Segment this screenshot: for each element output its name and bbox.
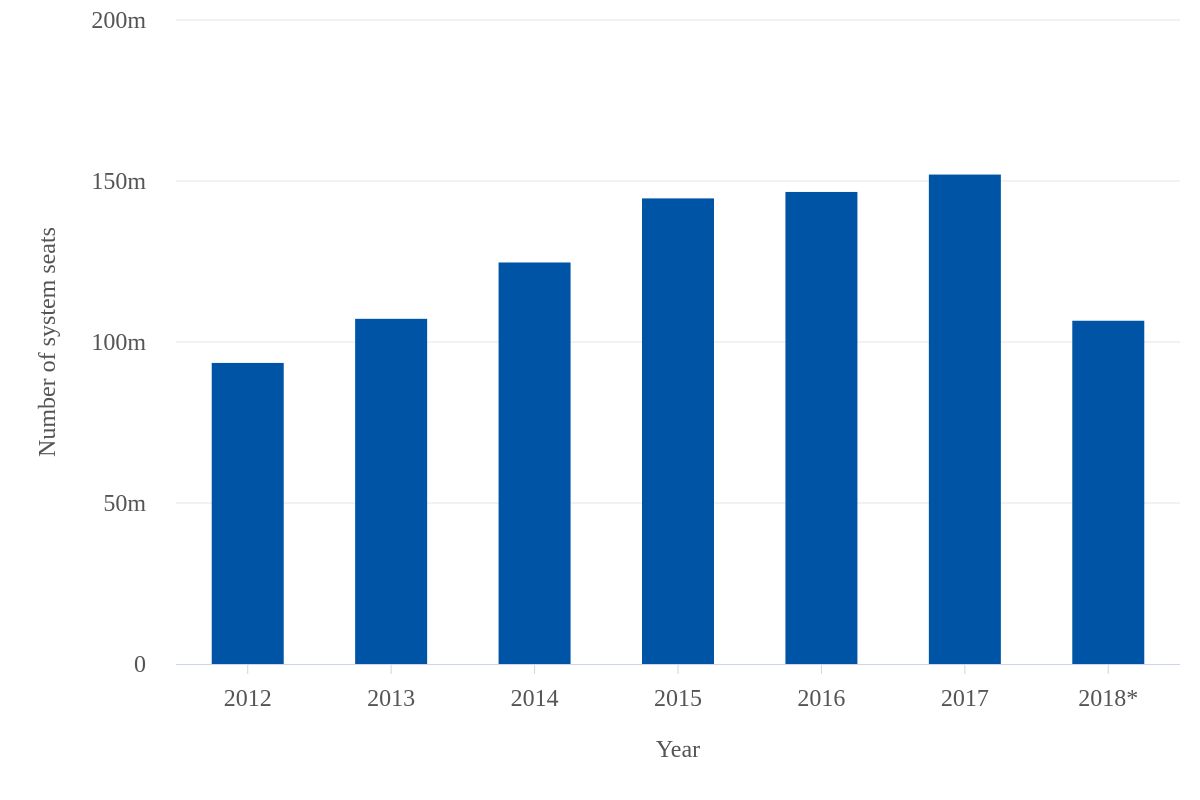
x-axis-ticks: 2012 2013 2014 2015 2016 2017 2018* [224,664,1138,712]
y-tick-label: 200m [91,8,146,34]
y-tick-label: 0 [134,652,146,678]
x-tick-label: 2015 [654,686,702,712]
bar-2017 [928,174,1001,664]
bar-2018 [1072,320,1145,664]
x-tick-label: 2012 [224,686,272,712]
bar-2013 [355,318,428,664]
x-tick-label: 2016 [797,686,845,712]
x-tick-label: 2014 [511,686,559,712]
y-axis-title: Number of system seats [35,227,61,457]
y-tick-label: 150m [91,169,146,195]
y-tick-label: 50m [103,491,146,517]
bar-2016 [785,191,858,664]
y-axis-ticks: 0 50m 100m 150m 200m [91,8,146,678]
bar-2014 [498,262,571,664]
x-tick-label: 2013 [367,686,415,712]
x-tick-label: 2018* [1078,686,1138,712]
x-tick-label: 2017 [941,686,989,712]
bars [211,174,1145,664]
bar-2012 [211,362,284,664]
bar-2015 [642,198,714,664]
x-axis-title: Year [656,737,700,763]
y-tick-label: 100m [91,330,146,356]
